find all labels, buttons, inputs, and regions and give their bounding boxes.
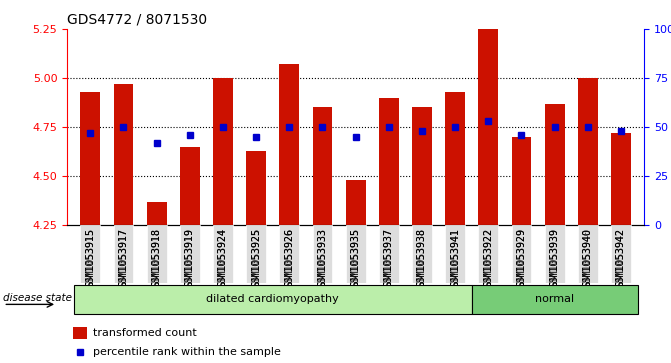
- Text: GSM1053937: GSM1053937: [384, 228, 394, 293]
- FancyBboxPatch shape: [113, 225, 134, 283]
- Text: GSM1053926: GSM1053926: [285, 228, 295, 287]
- Text: GSM1053941: GSM1053941: [450, 228, 460, 293]
- Bar: [412, 107, 432, 225]
- FancyBboxPatch shape: [279, 225, 299, 283]
- Bar: [213, 78, 233, 225]
- Text: GSM1053929: GSM1053929: [517, 228, 527, 287]
- Bar: [147, 201, 166, 225]
- Text: GSM1053941: GSM1053941: [450, 228, 460, 287]
- Text: GSM1053915: GSM1053915: [85, 228, 95, 287]
- Text: GSM1053925: GSM1053925: [251, 228, 261, 293]
- Bar: [81, 92, 100, 225]
- FancyBboxPatch shape: [74, 285, 472, 314]
- Text: transformed count: transformed count: [93, 328, 197, 338]
- FancyBboxPatch shape: [81, 225, 100, 283]
- Text: GSM1053919: GSM1053919: [185, 228, 195, 293]
- Bar: [478, 29, 499, 225]
- Text: GSM1053918: GSM1053918: [152, 228, 162, 293]
- Text: GSM1053938: GSM1053938: [417, 228, 427, 287]
- Bar: [445, 92, 465, 225]
- Text: GSM1053924: GSM1053924: [218, 228, 228, 287]
- Text: GSM1053924: GSM1053924: [218, 228, 228, 293]
- Text: GSM1053929: GSM1053929: [517, 228, 527, 293]
- Text: GDS4772 / 8071530: GDS4772 / 8071530: [67, 12, 207, 26]
- FancyBboxPatch shape: [213, 225, 233, 283]
- Text: dilated cardiomyopathy: dilated cardiomyopathy: [207, 294, 339, 305]
- FancyBboxPatch shape: [147, 225, 166, 283]
- FancyBboxPatch shape: [313, 225, 332, 283]
- Bar: [113, 84, 134, 225]
- FancyBboxPatch shape: [472, 285, 637, 314]
- Text: GSM1053939: GSM1053939: [550, 228, 560, 293]
- Bar: [578, 78, 598, 225]
- Text: GSM1053940: GSM1053940: [583, 228, 592, 293]
- Text: percentile rank within the sample: percentile rank within the sample: [93, 347, 281, 357]
- Text: GSM1053935: GSM1053935: [351, 228, 360, 293]
- Bar: [73, 327, 87, 339]
- FancyBboxPatch shape: [611, 225, 631, 283]
- FancyBboxPatch shape: [412, 225, 432, 283]
- Text: GSM1053942: GSM1053942: [616, 228, 626, 293]
- FancyBboxPatch shape: [545, 225, 564, 283]
- Text: GSM1053938: GSM1053938: [417, 228, 427, 293]
- FancyBboxPatch shape: [379, 225, 399, 283]
- Bar: [180, 147, 200, 225]
- Text: GSM1053922: GSM1053922: [483, 228, 493, 287]
- Text: GSM1053915: GSM1053915: [85, 228, 95, 293]
- Text: GSM1053937: GSM1053937: [384, 228, 394, 287]
- Text: GSM1053935: GSM1053935: [351, 228, 360, 287]
- Text: GSM1053918: GSM1053918: [152, 228, 162, 287]
- FancyBboxPatch shape: [180, 225, 200, 283]
- Bar: [511, 137, 531, 225]
- FancyBboxPatch shape: [511, 225, 531, 283]
- Text: GSM1053940: GSM1053940: [583, 228, 592, 287]
- Text: GSM1053939: GSM1053939: [550, 228, 560, 287]
- Bar: [279, 64, 299, 225]
- FancyBboxPatch shape: [478, 225, 499, 283]
- Bar: [346, 180, 366, 225]
- Bar: [246, 151, 266, 225]
- FancyBboxPatch shape: [578, 225, 598, 283]
- FancyBboxPatch shape: [346, 225, 366, 283]
- Text: GSM1053919: GSM1053919: [185, 228, 195, 287]
- Bar: [611, 133, 631, 225]
- Bar: [545, 103, 564, 225]
- Text: GSM1053922: GSM1053922: [483, 228, 493, 293]
- Text: GSM1053926: GSM1053926: [285, 228, 295, 293]
- Text: GSM1053933: GSM1053933: [317, 228, 327, 287]
- Text: disease state: disease state: [3, 293, 72, 303]
- FancyBboxPatch shape: [445, 225, 465, 283]
- Text: normal: normal: [535, 294, 574, 305]
- Bar: [313, 107, 332, 225]
- Text: GSM1053917: GSM1053917: [119, 228, 128, 287]
- Text: GSM1053917: GSM1053917: [119, 228, 128, 293]
- Text: GSM1053933: GSM1053933: [317, 228, 327, 293]
- Text: GSM1053942: GSM1053942: [616, 228, 626, 287]
- FancyBboxPatch shape: [246, 225, 266, 283]
- Text: GSM1053925: GSM1053925: [251, 228, 261, 287]
- Bar: [379, 98, 399, 225]
